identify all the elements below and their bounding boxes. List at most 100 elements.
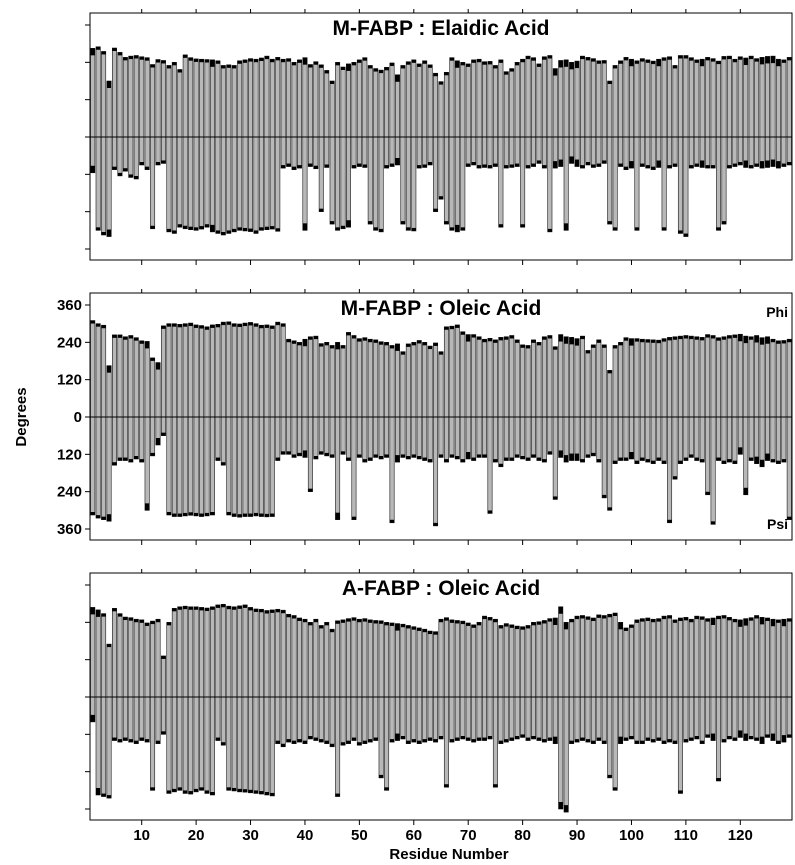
psi-bar-cap — [411, 739, 416, 743]
phi-bar-cap — [656, 59, 661, 67]
phi-bar-cap — [678, 336, 683, 340]
phi-bar-cap — [618, 60, 623, 64]
phi-bar — [160, 325, 166, 418]
phi-bar-cap — [661, 616, 667, 620]
phi-bar-cap — [471, 334, 476, 338]
psi-bar — [531, 696, 536, 740]
psi-bar-cap — [449, 454, 455, 458]
phi-bar — [786, 618, 792, 698]
phi-bar-cap — [427, 64, 433, 68]
psi-bar — [422, 696, 428, 743]
phi-bar-cap — [683, 335, 689, 339]
phi-bar — [443, 326, 449, 418]
phi-bar — [373, 339, 379, 418]
psi-bar-cap — [340, 742, 346, 746]
phi-bar — [541, 336, 547, 418]
psi-bar-cap — [553, 161, 558, 169]
psi-bar-cap — [754, 163, 759, 167]
psi-bar-cap — [188, 791, 193, 795]
psi-bar-cap — [406, 227, 411, 231]
phi-bar — [786, 338, 792, 418]
psi-bar — [275, 136, 281, 232]
psi-bar-cap — [150, 225, 155, 229]
psi-bar — [547, 416, 553, 455]
phi-bar-cap — [700, 59, 705, 67]
psi-bar — [367, 416, 373, 461]
psi-bar — [612, 136, 618, 231]
psi-bar — [209, 416, 215, 516]
psi-bar-cap — [193, 227, 199, 231]
psi-bar — [324, 696, 330, 744]
psi-bar-cap — [661, 460, 667, 464]
psi-bar-cap — [667, 519, 672, 523]
phi-bar-cap — [689, 619, 694, 623]
phi-bar-cap — [193, 58, 199, 62]
psi-bar-cap — [661, 227, 667, 231]
psi-bar — [482, 696, 488, 741]
phi-bar — [596, 339, 602, 418]
psi-bar-cap — [172, 513, 177, 517]
psi-bar — [667, 416, 673, 524]
phi-bar-cap — [177, 324, 182, 328]
psi-bar — [650, 416, 656, 464]
psi-bar-cap — [471, 739, 476, 743]
phi-bar-cap — [759, 57, 765, 65]
phi-bar-cap — [661, 57, 667, 61]
phi-bar — [340, 66, 346, 138]
phi-bar — [580, 615, 585, 698]
phi-bar-cap — [139, 340, 144, 344]
psi-bar — [716, 696, 722, 782]
phi-bar-cap — [618, 622, 623, 630]
psi-bar-cap — [765, 160, 770, 168]
phi-bar — [329, 80, 335, 138]
psi-bar-cap — [384, 787, 389, 791]
phi-bar-cap — [683, 55, 689, 59]
psi-bar-cap — [749, 457, 754, 461]
phi-bar — [248, 322, 254, 418]
psi-bar — [694, 136, 700, 167]
psi-bar — [775, 696, 781, 744]
psi-bar — [661, 416, 667, 464]
phi-bar — [384, 67, 390, 138]
phi-bar — [378, 69, 384, 138]
psi-bar-cap — [210, 224, 215, 232]
psi-bar — [318, 696, 324, 743]
phi-bar — [601, 344, 607, 418]
psi-bar — [503, 136, 509, 169]
phi-bar-cap — [710, 617, 716, 625]
phi-bar-cap — [144, 622, 150, 626]
phi-bar — [258, 57, 264, 138]
psi-bar-cap — [623, 457, 629, 461]
psi-bar-cap — [591, 740, 596, 744]
psi-bar-cap — [101, 793, 106, 797]
psi-bar — [509, 696, 515, 741]
phi-bar-cap — [199, 325, 204, 329]
psi-bar — [509, 136, 515, 168]
psi-bar-cap — [281, 451, 286, 455]
phi-bar — [547, 618, 553, 698]
phi-bar — [199, 58, 205, 138]
psi-bar-cap — [618, 736, 623, 744]
psi-bar-cap — [781, 459, 787, 463]
phi-bar-cap — [291, 340, 297, 344]
phi-bar — [650, 618, 656, 698]
phi-bar-cap — [482, 339, 487, 343]
phi-bar-cap — [754, 58, 759, 62]
phi-bar — [607, 613, 613, 698]
phi-bar-cap — [738, 56, 743, 60]
phi-bar — [346, 63, 351, 138]
psi-bar — [177, 136, 183, 228]
phi-bar-cap — [580, 336, 585, 340]
phi-bar-cap — [144, 341, 150, 349]
psi-bar — [433, 136, 439, 212]
psi-bar — [297, 416, 302, 457]
psi-bar — [112, 696, 117, 741]
psi-bar-cap — [329, 454, 335, 458]
phi-bar-cap — [389, 62, 395, 66]
phi-bar-cap — [199, 607, 204, 611]
psi-bar-cap — [144, 503, 150, 511]
phi-bar — [291, 615, 297, 698]
phi-bar — [411, 59, 417, 138]
x-tick-label: 100 — [619, 827, 644, 844]
phi-bar — [373, 620, 379, 698]
